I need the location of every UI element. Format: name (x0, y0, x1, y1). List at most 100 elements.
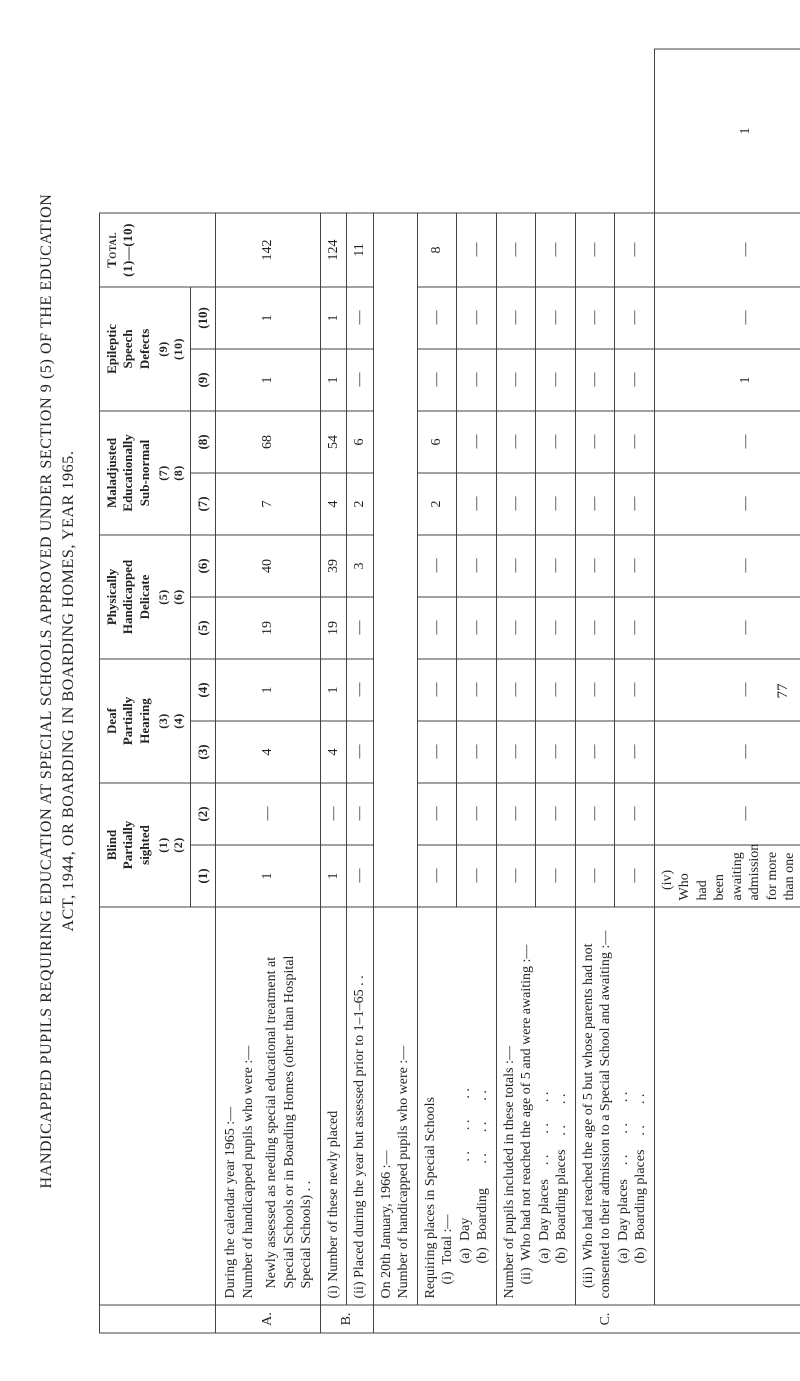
cell: — (347, 845, 374, 907)
cell: — (615, 845, 655, 907)
cell: — (615, 782, 655, 844)
subcol-10: (10) (190, 286, 215, 348)
cell: 68 (216, 410, 321, 472)
cell: — (654, 286, 800, 348)
cell: — (575, 534, 615, 596)
cell: — (615, 348, 655, 410)
cell: 1 (320, 658, 347, 720)
header-mal-nums: (7) (8) (156, 417, 186, 528)
cell: — (536, 286, 576, 348)
row-b-ii-label: (ii) Placed during the year but assessed… (347, 907, 374, 1305)
cell: — (417, 658, 457, 720)
header-blind-nums: (1) (2) (156, 789, 186, 900)
cell-total: 1 (654, 49, 800, 213)
row-c-head-label: On 20th January, 1966 :— Number of handi… (373, 907, 417, 1305)
header-mal: Maladjusted Educationally Sub-normal (7)… (100, 410, 191, 534)
cell: — (496, 472, 536, 534)
cell: — (417, 286, 457, 348)
cell: — (417, 596, 457, 658)
cell: — (417, 782, 457, 844)
cell: — (654, 720, 800, 782)
cell: — (575, 348, 615, 410)
cell: — (457, 596, 497, 658)
cell: 6 (347, 410, 374, 472)
row-b-i: B. (i) Number of these newly placed 1 — … (320, 49, 347, 1333)
subcol-4: (4) (190, 658, 215, 720)
cell: — (496, 658, 536, 720)
cell: — (615, 410, 655, 472)
cell: — (347, 720, 374, 782)
cell: — (457, 658, 497, 720)
cell: — (457, 410, 497, 472)
header-phys-nums: (5) (6) (156, 541, 186, 652)
cell: — (575, 782, 615, 844)
row-b-letter: B. (320, 1305, 373, 1333)
cell: 2 (347, 472, 374, 534)
subcol-6: (6) (190, 534, 215, 596)
cell: 6 (417, 410, 457, 472)
cell-total: — (457, 212, 497, 286)
header-deaf-text: Deaf Partially Hearing (104, 696, 152, 744)
subcol-2: (2) (190, 782, 215, 844)
page-number: 77 (775, 683, 792, 698)
header-mal-text: Maladjusted Educationally Sub-normal (104, 434, 152, 511)
cell: 40 (216, 534, 321, 596)
cell: — (654, 596, 800, 658)
row-a: A. During the calendar year 1965 :— Numb… (216, 49, 321, 1333)
header-total: Total (1)—(10) (100, 212, 216, 286)
cell: 54 (320, 410, 347, 472)
cell: — (457, 472, 497, 534)
cell: — (536, 782, 576, 844)
cell-total: 124 (320, 212, 347, 286)
header-blind: Blind Partially sighted (1) (2) (100, 782, 191, 906)
row-c-ii-a: Number of pupils included in these total… (496, 49, 536, 1333)
page-title: HANDICAPPED PUPILS REQUIRING EDUCATION A… (36, 48, 79, 1333)
header-deaf: Deaf Partially Hearing (3) (4) (100, 658, 191, 782)
cell: — (654, 410, 800, 472)
row-c-i-a: Requiring places in Special Schools (i) … (417, 49, 457, 1333)
cell: 1 (320, 348, 347, 410)
cell: — (575, 472, 615, 534)
cell: — (654, 534, 800, 596)
cell: — (457, 534, 497, 596)
cell: 19 (320, 596, 347, 658)
cell: — (496, 596, 536, 658)
subcol-7: (7) (190, 472, 215, 534)
header-phys-text: Physically Handicapped Delicate (104, 559, 152, 633)
cell: — (654, 472, 800, 534)
cell: — (417, 845, 457, 907)
cell: — (457, 845, 497, 907)
cell: — (575, 720, 615, 782)
cell: — (496, 348, 536, 410)
cell-total: 11 (347, 212, 374, 286)
title-line-1: HANDICAPPED PUPILS REQUIRING EDUCATION A… (36, 48, 58, 1333)
row-c-i-label: Requiring places in Special Schools (i) … (417, 907, 496, 1305)
cell: — (347, 348, 374, 410)
cell-total: — (575, 212, 615, 286)
cell: — (536, 720, 576, 782)
cell: — (575, 658, 615, 720)
cell: — (654, 782, 800, 844)
cell: — (417, 534, 457, 596)
header-phys: Physically Handicapped Delicate (5) (6) (100, 534, 191, 658)
cell-total: — (615, 212, 655, 286)
title-line-2: ACT, 1944, OR BOARDING IN BOARDING HOMES… (58, 48, 80, 1333)
cell: — (457, 348, 497, 410)
cell-total: — (496, 212, 536, 286)
cell: — (347, 286, 374, 348)
header-deaf-nums: (3) (4) (156, 665, 186, 776)
cell: — (496, 410, 536, 472)
subcol-1: (1) (190, 845, 215, 907)
cell: — (654, 212, 800, 286)
cell: — (536, 348, 576, 410)
header-epi-text: Epileptic Speech Defects (104, 324, 152, 374)
row-c-iv-label: (iv) Who had been awaiting admission for… (654, 845, 800, 907)
cell: — (496, 286, 536, 348)
cell: 2 (417, 472, 457, 534)
row-c-iv-blank (654, 907, 800, 1305)
row-c-ii-label: Number of pupils included in these total… (496, 907, 575, 1305)
subcol-5: (5) (190, 596, 215, 658)
cell: — (615, 534, 655, 596)
cell: — (575, 845, 615, 907)
cell: 1 (320, 845, 347, 907)
